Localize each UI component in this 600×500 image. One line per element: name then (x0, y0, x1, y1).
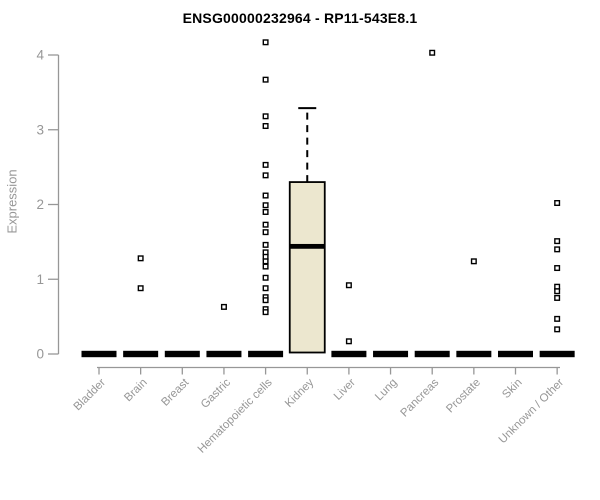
chart-title: ENSG00000232964 - RP11-543E8.1 (182, 10, 418, 26)
data-point (262, 113, 269, 120)
data-point (262, 172, 269, 179)
data-point (262, 192, 269, 199)
data-point (429, 49, 436, 56)
y-axis-title: Expression (4, 169, 20, 234)
data-point (554, 246, 561, 253)
x-category-label: Hematopoietic cells (196, 376, 275, 455)
data-point (137, 255, 144, 262)
data-point (137, 285, 144, 292)
x-category-label: Liver (332, 377, 358, 403)
data-point (262, 76, 269, 83)
zero-bar (164, 350, 200, 358)
data-point (554, 238, 561, 245)
x-category-label: Brain (122, 377, 149, 404)
data-point (554, 265, 561, 272)
zero-bar (123, 350, 159, 358)
x-category-label: Lung (373, 377, 400, 404)
zero-bar (373, 350, 409, 358)
y-tick-label: 3 (36, 122, 44, 137)
zero-bar (248, 350, 284, 358)
data-point (262, 221, 269, 228)
y-tick-label: 1 (36, 272, 44, 287)
data-point (262, 229, 269, 236)
data-point (220, 303, 227, 310)
data-point (262, 202, 269, 209)
x-category-label: Prostate (444, 377, 483, 416)
zero-bar (456, 350, 492, 358)
data-point (554, 200, 561, 207)
zero-bar (331, 350, 367, 358)
zero-bar (539, 350, 575, 358)
zero-bar (81, 350, 117, 358)
data-point (262, 208, 269, 215)
data-point (262, 39, 269, 46)
x-category-label: Kidney (283, 376, 317, 410)
box-median (289, 243, 325, 249)
data-point (262, 161, 269, 168)
data-point (262, 241, 269, 248)
data-point (262, 297, 269, 304)
zero-bar (498, 350, 533, 358)
x-category-label: Gastric (199, 376, 233, 410)
data-point (262, 123, 269, 130)
data-point (470, 258, 477, 265)
data-point (262, 263, 269, 270)
data-point (262, 309, 269, 316)
x-category-label: Bladder (72, 377, 109, 414)
data-point (262, 274, 269, 281)
zero-bar (414, 350, 450, 358)
x-category-label: Breast (159, 376, 192, 409)
data-point (345, 338, 352, 345)
box (288, 181, 326, 354)
data-point (554, 288, 561, 295)
data-point (262, 285, 269, 292)
data-point (554, 326, 561, 333)
zero-bar (206, 350, 242, 358)
y-tick-label: 0 (36, 347, 44, 362)
x-category-label: Pancreas (398, 376, 441, 419)
y-tick-label: 2 (36, 197, 44, 212)
y-tick-label: 4 (36, 48, 44, 63)
x-category-label: Skin (500, 377, 524, 401)
data-point (554, 315, 561, 322)
data-point (554, 294, 561, 301)
data-point (345, 282, 352, 289)
data-point (262, 258, 269, 265)
